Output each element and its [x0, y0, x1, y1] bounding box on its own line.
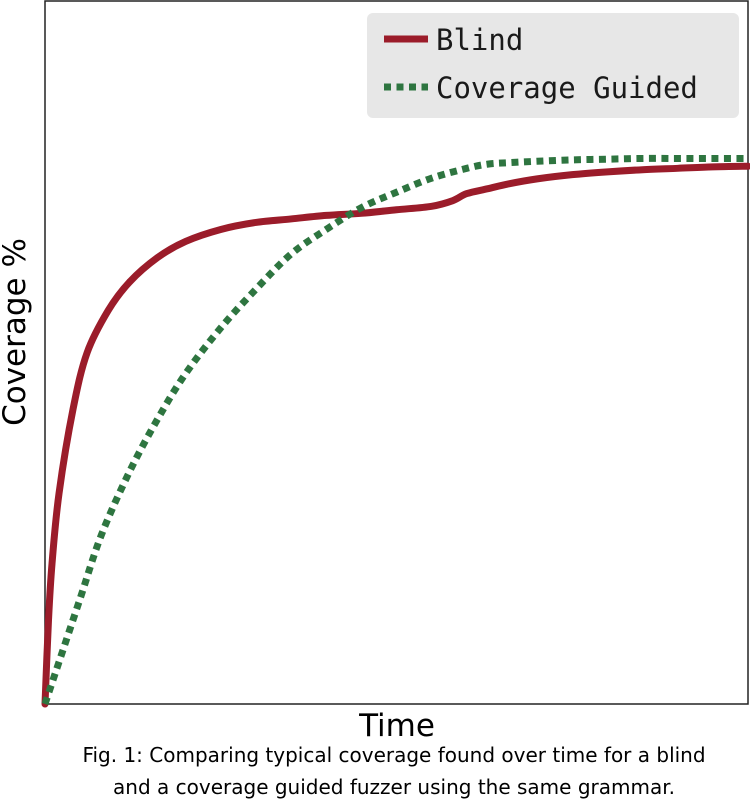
y-axis-label: Coverage % [0, 238, 33, 426]
plot-frame [44, 0, 749, 705]
legend-box [367, 13, 739, 118]
series-layer [41, 154, 750, 708]
legend-label-blind: Blind [436, 23, 523, 57]
figure-caption-line-2: and a coverage guided fuzzer using the s… [113, 775, 675, 799]
series-line-coverage-guided [41, 154, 748, 706]
legend-label-coverage-guided: Coverage Guided [436, 71, 698, 105]
figure-caption-line-1: Fig. 1: Comparing typical coverage found… [82, 743, 705, 767]
series-line-blind [41, 162, 750, 708]
legend: Blind Coverage Guided [367, 13, 739, 118]
x-axis-label: Time [358, 708, 435, 744]
